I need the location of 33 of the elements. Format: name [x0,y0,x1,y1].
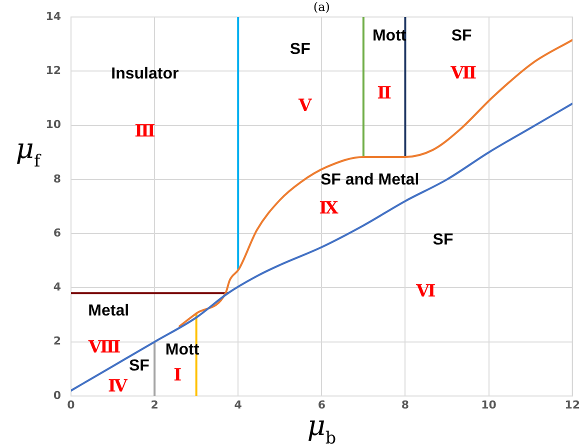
annotation: Ⅵ [415,282,436,302]
annotation: SF and Metal [320,171,420,188]
x-tick-label: 0 [67,398,76,412]
annotation: SF [451,27,472,44]
y-tick-label: 4 [53,280,62,294]
x-tick-label: 12 [564,398,580,412]
annotation: Ⅰ [174,365,182,386]
x-tick-label: 4 [234,398,242,412]
annotation: SF [128,357,150,374]
x-tick-label: 2 [150,398,158,412]
y-tick-label: 0 [53,388,62,402]
x-tick-label: 6 [318,398,326,412]
annotation: Ⅶ [450,63,477,84]
annotation: Ⅴ [298,96,313,116]
y-tick-label: 6 [53,226,62,240]
y-tick-label: 8 [53,172,61,186]
annotation: Metal [88,302,130,320]
annotation: Ⅷ [87,338,121,358]
annotation: Ⅸ [319,198,340,219]
y-tick-label: 10 [46,118,62,132]
annotation: SF [432,232,454,249]
annotation: Ⅲ [134,122,156,142]
y-tick-label: 14 [46,10,62,23]
x-tick-label: 8 [401,398,410,412]
annotation: Insulator [111,65,179,82]
annotation: SF [290,41,311,58]
chart-title: (a) [313,0,330,14]
line-series [178,39,572,328]
y-tick-label: 2 [53,334,61,348]
annotation: Ⅱ [377,84,392,104]
y-tick-label: 12 [46,64,61,77]
x-tick-label: 10 [481,398,497,412]
annotation: Ⅳ [108,376,128,396]
